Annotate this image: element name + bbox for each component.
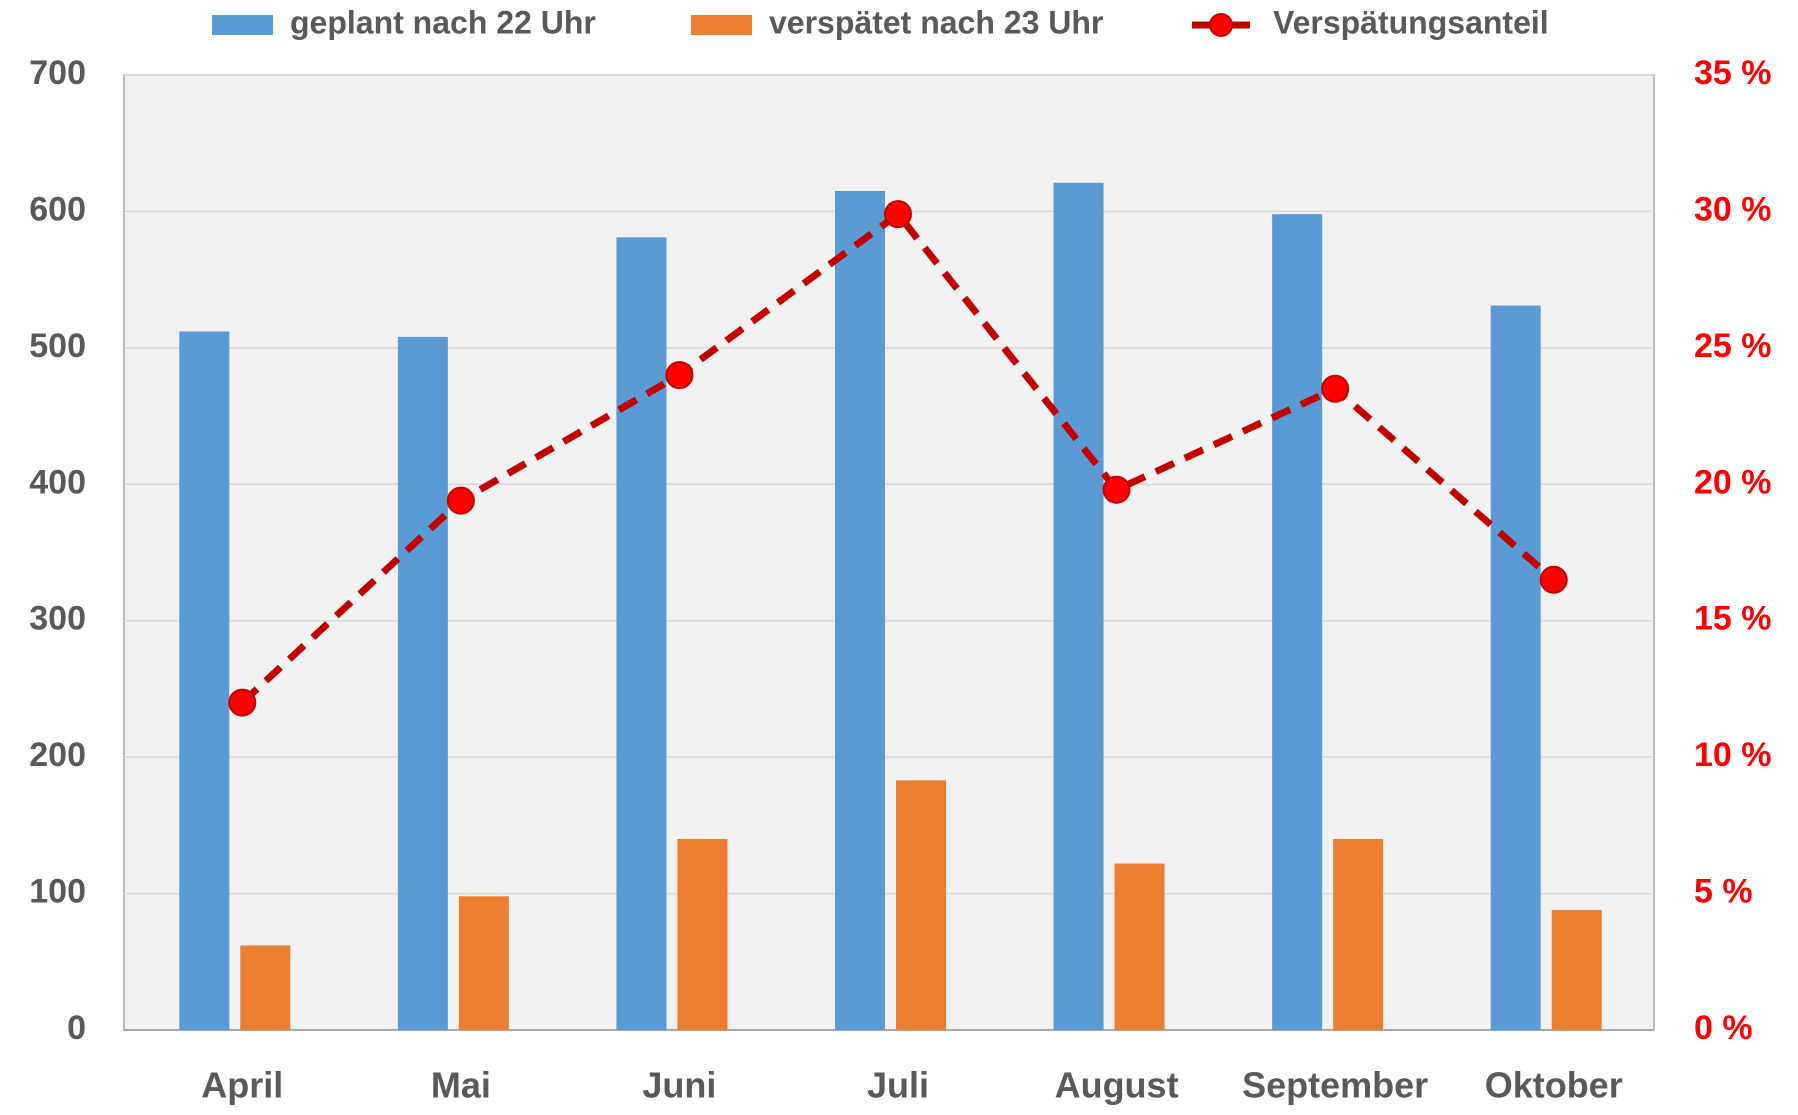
bar [616, 237, 667, 1031]
y2-tick-label: 35 % [1694, 54, 1772, 92]
y-tick-label: 300 [29, 600, 86, 638]
bar [1333, 839, 1384, 1030]
y2-tick-label: 10 % [1694, 736, 1772, 774]
line-marker [446, 486, 475, 515]
x-tick-label: April [201, 1065, 283, 1106]
bar [1490, 305, 1541, 1030]
bar [179, 331, 230, 1030]
bar [1272, 214, 1323, 1030]
line-marker [1102, 475, 1131, 504]
legend-label: Verspätungsanteil [1273, 4, 1549, 40]
bar [677, 839, 728, 1030]
line-marker [665, 361, 694, 390]
legend-marker [1209, 13, 1233, 37]
y2-tick-label: 15 % [1694, 600, 1772, 638]
legend-label: geplant nach 22 Uhr [290, 4, 596, 40]
y2-tick-label: 5 % [1694, 873, 1753, 911]
x-tick-label: Juni [642, 1065, 716, 1106]
x-tick-label: August [1055, 1065, 1179, 1106]
bar [397, 336, 448, 1030]
legend-swatch [212, 15, 273, 35]
line-marker [228, 688, 257, 717]
bar [1551, 909, 1602, 1030]
line-marker [1321, 374, 1350, 403]
x-tick-label: Oktober [1485, 1065, 1623, 1106]
y2-tick-label: 30 % [1694, 190, 1772, 228]
y2-tick-label: 25 % [1694, 327, 1772, 365]
y-tick-label: 100 [29, 873, 86, 911]
x-tick-label: September [1242, 1065, 1428, 1106]
y-tick-label: 200 [29, 736, 86, 774]
bar [1053, 182, 1104, 1030]
plot-area [123, 74, 1655, 1031]
y-tick-label: 500 [29, 327, 86, 365]
y-tick-label: 400 [29, 463, 86, 501]
y-tick-label: 700 [29, 54, 86, 92]
x-tick-label: Juli [867, 1065, 929, 1106]
legend-swatch [691, 15, 752, 35]
bar [896, 780, 946, 1030]
x-tick-label: Mai [431, 1065, 491, 1106]
y2-tick-label: 0 % [1694, 1009, 1753, 1047]
bar [835, 190, 885, 1030]
y-tick-label: 0 [67, 1009, 86, 1047]
line-marker [1539, 565, 1568, 594]
line-marker [884, 200, 912, 229]
bar [458, 896, 509, 1030]
y2-tick-label: 20 % [1694, 463, 1772, 501]
bar [240, 945, 291, 1030]
y-tick-label: 600 [29, 190, 86, 228]
bar [1114, 863, 1165, 1030]
legend-label: verspätet nach 23 Uhr [769, 4, 1103, 40]
